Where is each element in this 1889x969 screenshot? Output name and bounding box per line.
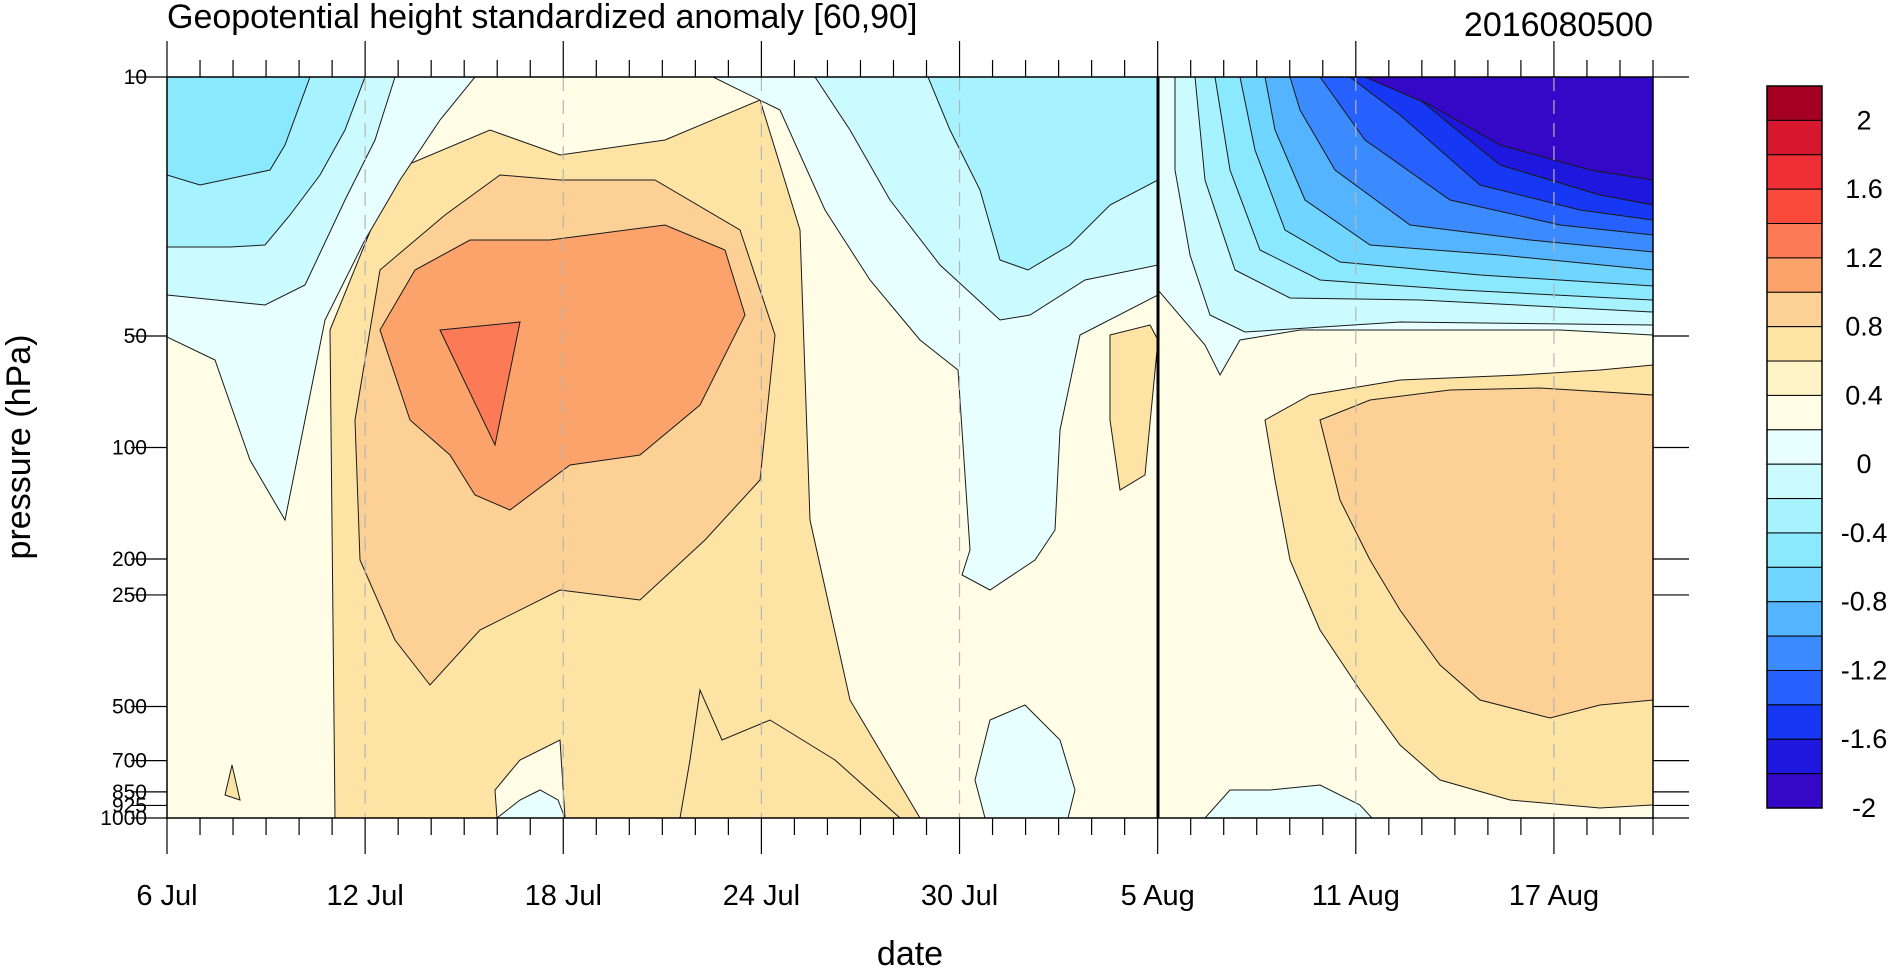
colorbar: 2 1.6 1.2 0.8 0.4 0 -0.4 -0.8 -1.2 -1.6 -2 — [1766, 85, 1888, 823]
colorbar-swatch — [1766, 773, 1823, 809]
contour-region — [974, 704, 1076, 818]
y-tick-label: 1000 — [100, 807, 147, 830]
y-tick-label: 100 — [112, 437, 147, 460]
contour-region — [224, 764, 241, 801]
colorbar-swatch — [1766, 326, 1823, 362]
colorbar-label: -1.6 — [1841, 724, 1888, 754]
x-tick-label: 5 Aug — [1121, 880, 1195, 912]
colorbar-swatch — [1766, 669, 1823, 706]
chart-date-label: 2016080500 — [1464, 6, 1653, 44]
colorbar-label: -0.4 — [1841, 518, 1888, 548]
colorbar-swatch — [1766, 429, 1823, 465]
colorbar-swatch — [1766, 360, 1823, 396]
y-tick-label: 925 — [112, 794, 147, 817]
y-tick-label: 250 — [112, 584, 147, 607]
chart-title: Geopotential height standardized anomaly… — [167, 0, 917, 36]
colorbar-swatch — [1766, 704, 1823, 740]
contour-region — [1319, 387, 1653, 719]
colorbar-label: 1.6 — [1845, 174, 1883, 204]
colorbar-frame — [1766, 85, 1823, 809]
colorbar-label: -2 — [1852, 793, 1876, 823]
colorbar-swatch — [1766, 291, 1823, 328]
y-tick-label: 500 — [112, 695, 147, 718]
colorbar-swatch — [1766, 738, 1823, 775]
contour-region — [1364, 77, 1653, 181]
y-tick-label: 200 — [112, 548, 147, 571]
colorbar-swatch — [1766, 257, 1823, 293]
contour-region — [496, 789, 566, 818]
x-tick-label: 11 Aug — [1312, 880, 1400, 912]
x-tick-label: 17 Aug — [1509, 880, 1599, 912]
colorbar-swatch — [1766, 601, 1823, 637]
colorbar-swatch — [1766, 566, 1823, 603]
x-axis: 6 Jul 12 Jul 18 Jul 24 Jul 30 Jul 5 Aug 11 Aug… — [136, 41, 1654, 912]
contour-region — [679, 688, 901, 818]
colorbar-swatch — [1766, 119, 1823, 156]
contour-region — [379, 224, 746, 511]
contour-region — [1204, 784, 1373, 818]
contour-region — [167, 77, 311, 186]
colorbar-swatch — [1766, 154, 1823, 190]
x-tick-label: 30 Jul — [921, 880, 998, 912]
colorbar-swatch — [1766, 635, 1823, 671]
y-axis-label: pressure (hPa) — [0, 335, 38, 560]
contour-fields — [167, 77, 1653, 818]
colorbar-label: -0.8 — [1841, 587, 1888, 617]
x-axis-label: date — [877, 935, 943, 969]
colorbar-label: 1.2 — [1845, 243, 1883, 273]
colorbar-label: 0 — [1856, 449, 1871, 479]
colorbar-swatch — [1766, 394, 1823, 431]
colorbar-swatch — [1766, 498, 1823, 534]
colorbar-label: 2 — [1856, 105, 1871, 135]
colorbar-swatch — [1766, 188, 1823, 225]
colorbar-label: -1.2 — [1841, 655, 1888, 685]
x-tick-label: 18 Jul — [525, 880, 602, 912]
colorbar-label: 0.8 — [1845, 312, 1883, 342]
colorbar-label: 0.4 — [1845, 380, 1883, 410]
date-gridlines — [364, 77, 1555, 818]
x-tick-label: 6 Jul — [136, 880, 197, 912]
y-tick-label: 10 — [124, 66, 147, 89]
colorbar-swatch — [1766, 85, 1823, 121]
colorbar-swatch — [1766, 223, 1823, 259]
x-tick-label: 12 Jul — [326, 880, 403, 912]
y-tick-label: 50 — [124, 325, 147, 348]
colorbar-swatch — [1766, 463, 1823, 500]
colorbar-swatch — [1766, 532, 1823, 568]
y-tick-label: 850 — [112, 781, 147, 804]
x-tick-label: 24 Jul — [723, 880, 800, 912]
contour-region — [439, 321, 521, 447]
y-tick-label: 700 — [112, 750, 147, 773]
contour-region — [1109, 324, 1159, 491]
